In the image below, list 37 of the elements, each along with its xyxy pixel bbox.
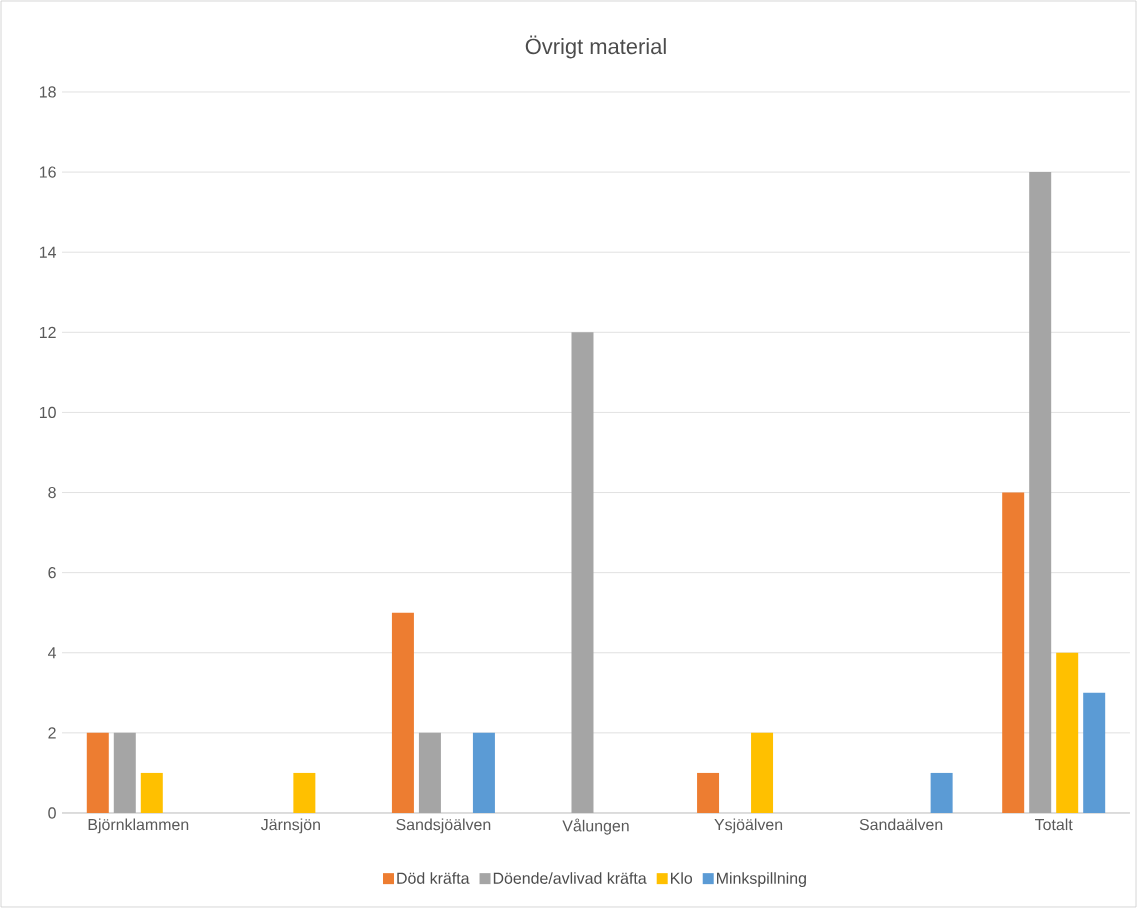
y-tick-label: 14	[39, 246, 57, 258]
x-tick-label: Sandsjöälven	[396, 818, 491, 834]
bar	[140, 772, 163, 813]
x-tick-label: Björnklammen	[88, 818, 189, 834]
bar	[571, 332, 594, 813]
y-tick-label: 16	[39, 166, 56, 178]
y-tick-label: 18	[39, 86, 56, 98]
bar	[1083, 692, 1106, 813]
chart-title: Övrigt material	[525, 35, 666, 59]
bar	[472, 732, 495, 813]
bar	[1002, 492, 1025, 813]
y-tick-label: 6	[48, 567, 56, 579]
x-tick-label: Ysjöälven	[714, 818, 783, 834]
y-tick-label: 2	[48, 727, 56, 739]
x-tick-label: Järnsjön	[260, 818, 320, 834]
x-tick-label: Sandaälven	[859, 818, 943, 831]
y-tick-label: 0	[48, 807, 56, 819]
legend-label: Död kräfta	[397, 872, 470, 884]
bar	[293, 772, 316, 813]
legend-label: Minkspillning	[717, 872, 806, 888]
bar	[113, 732, 136, 813]
y-tick-label: 4	[47, 647, 57, 659]
bar	[418, 732, 441, 813]
bar	[930, 772, 953, 813]
x-tick-label: Vålungen	[562, 818, 629, 835]
y-tick-label: 12	[39, 326, 56, 338]
y-tick-label: 10	[39, 406, 56, 419]
bar	[86, 732, 109, 813]
bar	[391, 612, 414, 813]
x-tick-label: Totalt	[1035, 818, 1073, 831]
bar	[697, 772, 720, 813]
legend-label: Klo	[671, 872, 693, 884]
legend-label: Döende/avlivad kräfta	[493, 872, 647, 884]
bar	[751, 732, 774, 813]
bar	[1029, 172, 1052, 813]
y-tick-label: 8	[48, 486, 56, 499]
bar	[1056, 652, 1079, 813]
